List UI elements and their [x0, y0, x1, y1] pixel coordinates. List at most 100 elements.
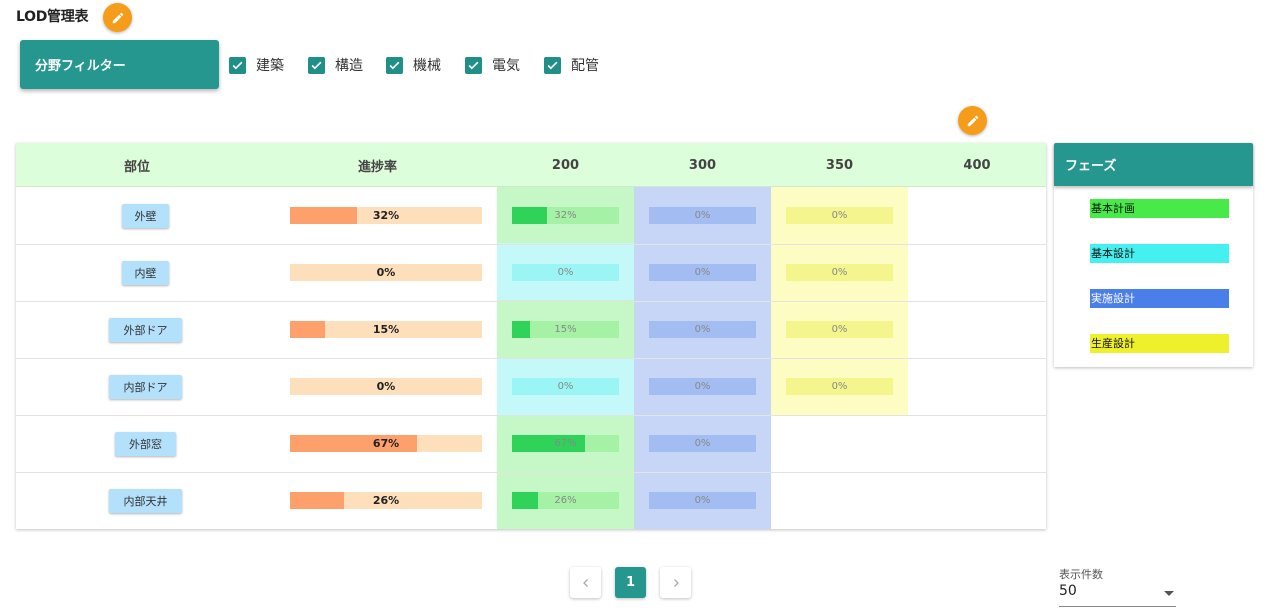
edit-title-button[interactable]	[103, 3, 132, 32]
phase-200-fill	[512, 435, 585, 452]
checkbox-mechanical[interactable]: 機械	[386, 55, 441, 75]
progress-bar: 67%	[290, 435, 482, 452]
phase-300-bar: 0%	[649, 435, 756, 452]
checkbox-label: 配管	[571, 58, 599, 74]
row-divider	[16, 301, 1046, 302]
part-button[interactable]: 外部ドア	[109, 318, 182, 342]
phase-300-bar: 0%	[649, 207, 756, 224]
per-page-label: 表示件数	[1059, 568, 1103, 581]
checkbox-piping[interactable]: 配管	[544, 55, 599, 75]
caret-down-icon	[1164, 591, 1174, 596]
chevron-left-icon	[582, 578, 588, 587]
phase-200-label: 15%	[554, 324, 577, 335]
part-button[interactable]: 外壁	[122, 204, 169, 228]
edit-table-button[interactable]	[958, 106, 987, 135]
row-divider	[16, 472, 1046, 473]
progress-label: 32%	[372, 209, 400, 222]
legend-item-basic-planning: 基本計画	[1090, 199, 1229, 218]
field-filter-button[interactable]: 分野フィルター	[20, 40, 219, 89]
phase-300-bar: 0%	[649, 321, 756, 338]
header-lod-300: 300	[688, 157, 717, 173]
phase-300-bar: 0%	[649, 492, 756, 509]
phase-300-label: 0%	[694, 438, 711, 449]
checkbox-label: 電気	[492, 58, 520, 74]
checkbox-checked-icon[interactable]	[386, 56, 403, 74]
checkbox-checked-icon[interactable]	[544, 56, 561, 74]
part-button[interactable]: 内部ドア	[109, 375, 182, 399]
header-lod-350: 350	[825, 157, 854, 173]
checkbox-label: 構造	[335, 58, 363, 74]
next-page-button[interactable]	[660, 567, 691, 598]
progress-label: 0%	[376, 380, 396, 393]
phase-200-label: 67%	[554, 438, 577, 449]
phase-350-bar: 0%	[786, 264, 893, 281]
legend-item-production-design: 生産設計	[1090, 334, 1229, 353]
phase-200-bar: 0%	[512, 264, 619, 281]
row-divider	[16, 415, 1046, 416]
progress-bar: 26%	[290, 492, 482, 509]
checkbox-electrical[interactable]: 電気	[465, 55, 520, 75]
legend-title: フェーズ	[1054, 143, 1253, 186]
phase-200-label: 26%	[554, 495, 577, 506]
checkbox-checked-icon[interactable]	[308, 56, 325, 74]
progress-label: 15%	[372, 323, 400, 336]
field-checkbox-group: 建築 構造 機械 電気 配管	[229, 55, 623, 75]
row-divider	[16, 244, 1046, 245]
progress-fill	[290, 321, 325, 338]
progress-label: 26%	[372, 494, 400, 507]
phase-200-bar: 32%	[512, 207, 619, 224]
phase-200-label: 32%	[554, 210, 577, 221]
checkbox-structure[interactable]: 構造	[308, 55, 363, 75]
header-lod-200: 200	[551, 157, 580, 173]
part-button[interactable]: 内部天井	[109, 489, 182, 513]
phase-350-label: 0%	[831, 267, 848, 278]
phase-300-label: 0%	[694, 210, 711, 221]
row-divider	[16, 358, 1046, 359]
lod-table: 部位 進捗率 200 300 350 400 外壁 32% 32% 0% 0% …	[16, 143, 1046, 529]
phase-300-label: 0%	[694, 495, 711, 506]
progress-fill	[290, 435, 417, 452]
legend-item-basic-design: 基本設計	[1090, 244, 1229, 263]
phase-350-label: 0%	[831, 381, 848, 392]
previous-page-button[interactable]	[570, 567, 601, 598]
part-button[interactable]: 内壁	[122, 261, 169, 285]
header-part: 部位	[123, 159, 150, 175]
per-page-select[interactable]: 50	[1059, 581, 1176, 607]
pencil-icon	[967, 115, 978, 126]
phase-350-bar: 0%	[786, 378, 893, 395]
progress-label: 0%	[376, 266, 396, 279]
checkbox-label: 建築	[256, 58, 284, 74]
phase-200-fill	[512, 492, 538, 509]
part-button[interactable]: 外部窓	[115, 432, 176, 456]
legend-item-detailed-design: 実施設計	[1090, 289, 1229, 308]
phase-200-fill	[512, 207, 548, 224]
progress-bar: 32%	[290, 207, 482, 224]
phase-350-label: 0%	[831, 210, 848, 221]
chevron-right-icon	[673, 578, 679, 587]
progress-fill	[290, 492, 344, 509]
checkbox-architecture[interactable]: 建築	[229, 55, 284, 75]
checkbox-checked-icon[interactable]	[229, 56, 246, 74]
checkbox-checked-icon[interactable]	[465, 56, 482, 74]
header-progress: 進捗率	[357, 159, 397, 175]
progress-fill	[290, 207, 358, 224]
progress-bar: 0%	[290, 264, 482, 281]
phase-200-bar: 67%	[512, 435, 619, 452]
page-title: LOD管理表	[16, 9, 89, 25]
progress-bar: 0%	[290, 378, 482, 395]
phase-200-bar: 15%	[512, 321, 619, 338]
phase-350-label: 0%	[831, 324, 848, 335]
progress-label: 67%	[372, 437, 400, 450]
pencil-icon	[112, 12, 123, 23]
page-button-current[interactable]: 1	[615, 567, 646, 598]
table-header: 部位 進捗率 200 300 350 400	[16, 143, 1046, 187]
phase-350-bar: 0%	[786, 207, 893, 224]
phase-300-bar: 0%	[649, 378, 756, 395]
header-lod-400: 400	[963, 157, 991, 173]
phase-300-bar: 0%	[649, 264, 756, 281]
phase-200-label: 0%	[557, 267, 574, 278]
phase-200-bar: 0%	[512, 378, 619, 395]
per-page-value: 50	[1059, 583, 1077, 599]
progress-bar: 15%	[290, 321, 482, 338]
phase-350-bar: 0%	[786, 321, 893, 338]
